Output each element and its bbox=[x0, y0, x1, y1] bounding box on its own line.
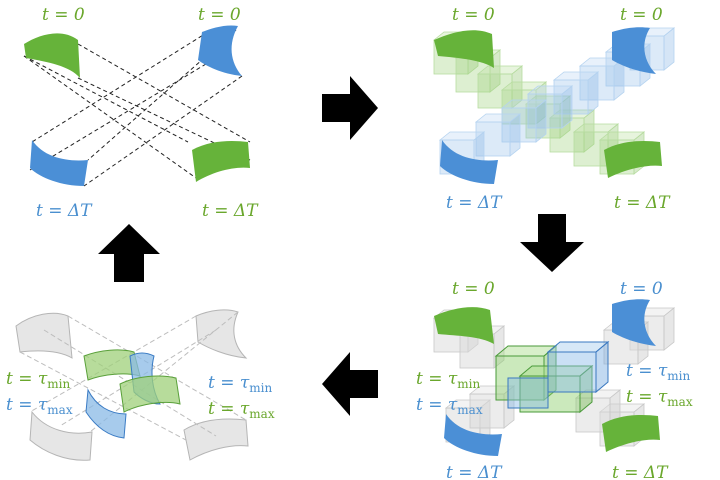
arrow-left-icon bbox=[322, 352, 378, 416]
green-surface-swept-lower bbox=[119, 375, 181, 413]
label-blue-start-green: t = 0 bbox=[620, 5, 663, 25]
panel-top-left: t = 0 t = 0 t = ΔT t = ΔT bbox=[23, 5, 259, 221]
tau-green-left: t = τmin bbox=[416, 369, 481, 391]
tau-blue-right: t = τmin bbox=[626, 361, 691, 383]
tau-blue-left: t = τmax bbox=[6, 395, 73, 417]
panel-top-right: t = 0 t = 0 t = ΔT t = ΔT bbox=[433, 5, 675, 213]
blue-object-start bbox=[612, 299, 656, 346]
green-object-start bbox=[434, 307, 494, 344]
blue-object-end bbox=[30, 140, 88, 186]
green-object-start bbox=[434, 30, 494, 68]
panel-bottom-right: t = 0 t = 0 bbox=[416, 279, 693, 480]
tau-blue-right: t = τmin bbox=[208, 373, 273, 395]
blue-object-end bbox=[440, 140, 498, 184]
blue-surface-swept-lower bbox=[85, 388, 127, 439]
label-blue-end: t = ΔT bbox=[446, 193, 503, 213]
label-blue-start-green: t = 0 bbox=[198, 5, 241, 25]
label-green-start: t = 0 bbox=[452, 5, 495, 25]
label-green-start: t = 0 bbox=[452, 279, 495, 299]
tau-green-right: t = τmax bbox=[208, 399, 275, 421]
label-blue-start: t = 0 bbox=[620, 279, 663, 299]
gray-trajectory-surfaces bbox=[15, 309, 249, 461]
panel-bottom-left: t = τmin t = τmax t = τmin t = τmax bbox=[6, 309, 275, 461]
label-blue-end: t = ΔT bbox=[36, 201, 93, 221]
tau-blue-left: t = τmax bbox=[416, 395, 483, 417]
arrow-down-icon bbox=[520, 214, 584, 272]
label-green-end: t = ΔT bbox=[614, 193, 671, 213]
arrow-right-icon bbox=[322, 76, 378, 140]
green-object-start bbox=[24, 33, 80, 78]
label-green-start: t = 0 bbox=[42, 5, 85, 25]
label-green-end: t = ΔT bbox=[202, 201, 259, 221]
blue-object-start bbox=[612, 27, 656, 74]
green-object-end bbox=[602, 414, 660, 452]
blue-object-end bbox=[444, 414, 502, 456]
arrow-up-icon bbox=[98, 224, 160, 282]
green-object-end bbox=[604, 140, 662, 178]
label-green-end: t = ΔT bbox=[612, 463, 669, 480]
tau-green-left: t = τmin bbox=[6, 369, 71, 391]
green-object-end bbox=[192, 140, 250, 182]
blue-object-start bbox=[198, 25, 242, 77]
overlap-cubes bbox=[494, 340, 610, 414]
label-blue-end: t = ΔT bbox=[446, 463, 503, 480]
tau-green-right: t = τmax bbox=[626, 387, 693, 409]
dashed-trajectories bbox=[23, 29, 251, 187]
